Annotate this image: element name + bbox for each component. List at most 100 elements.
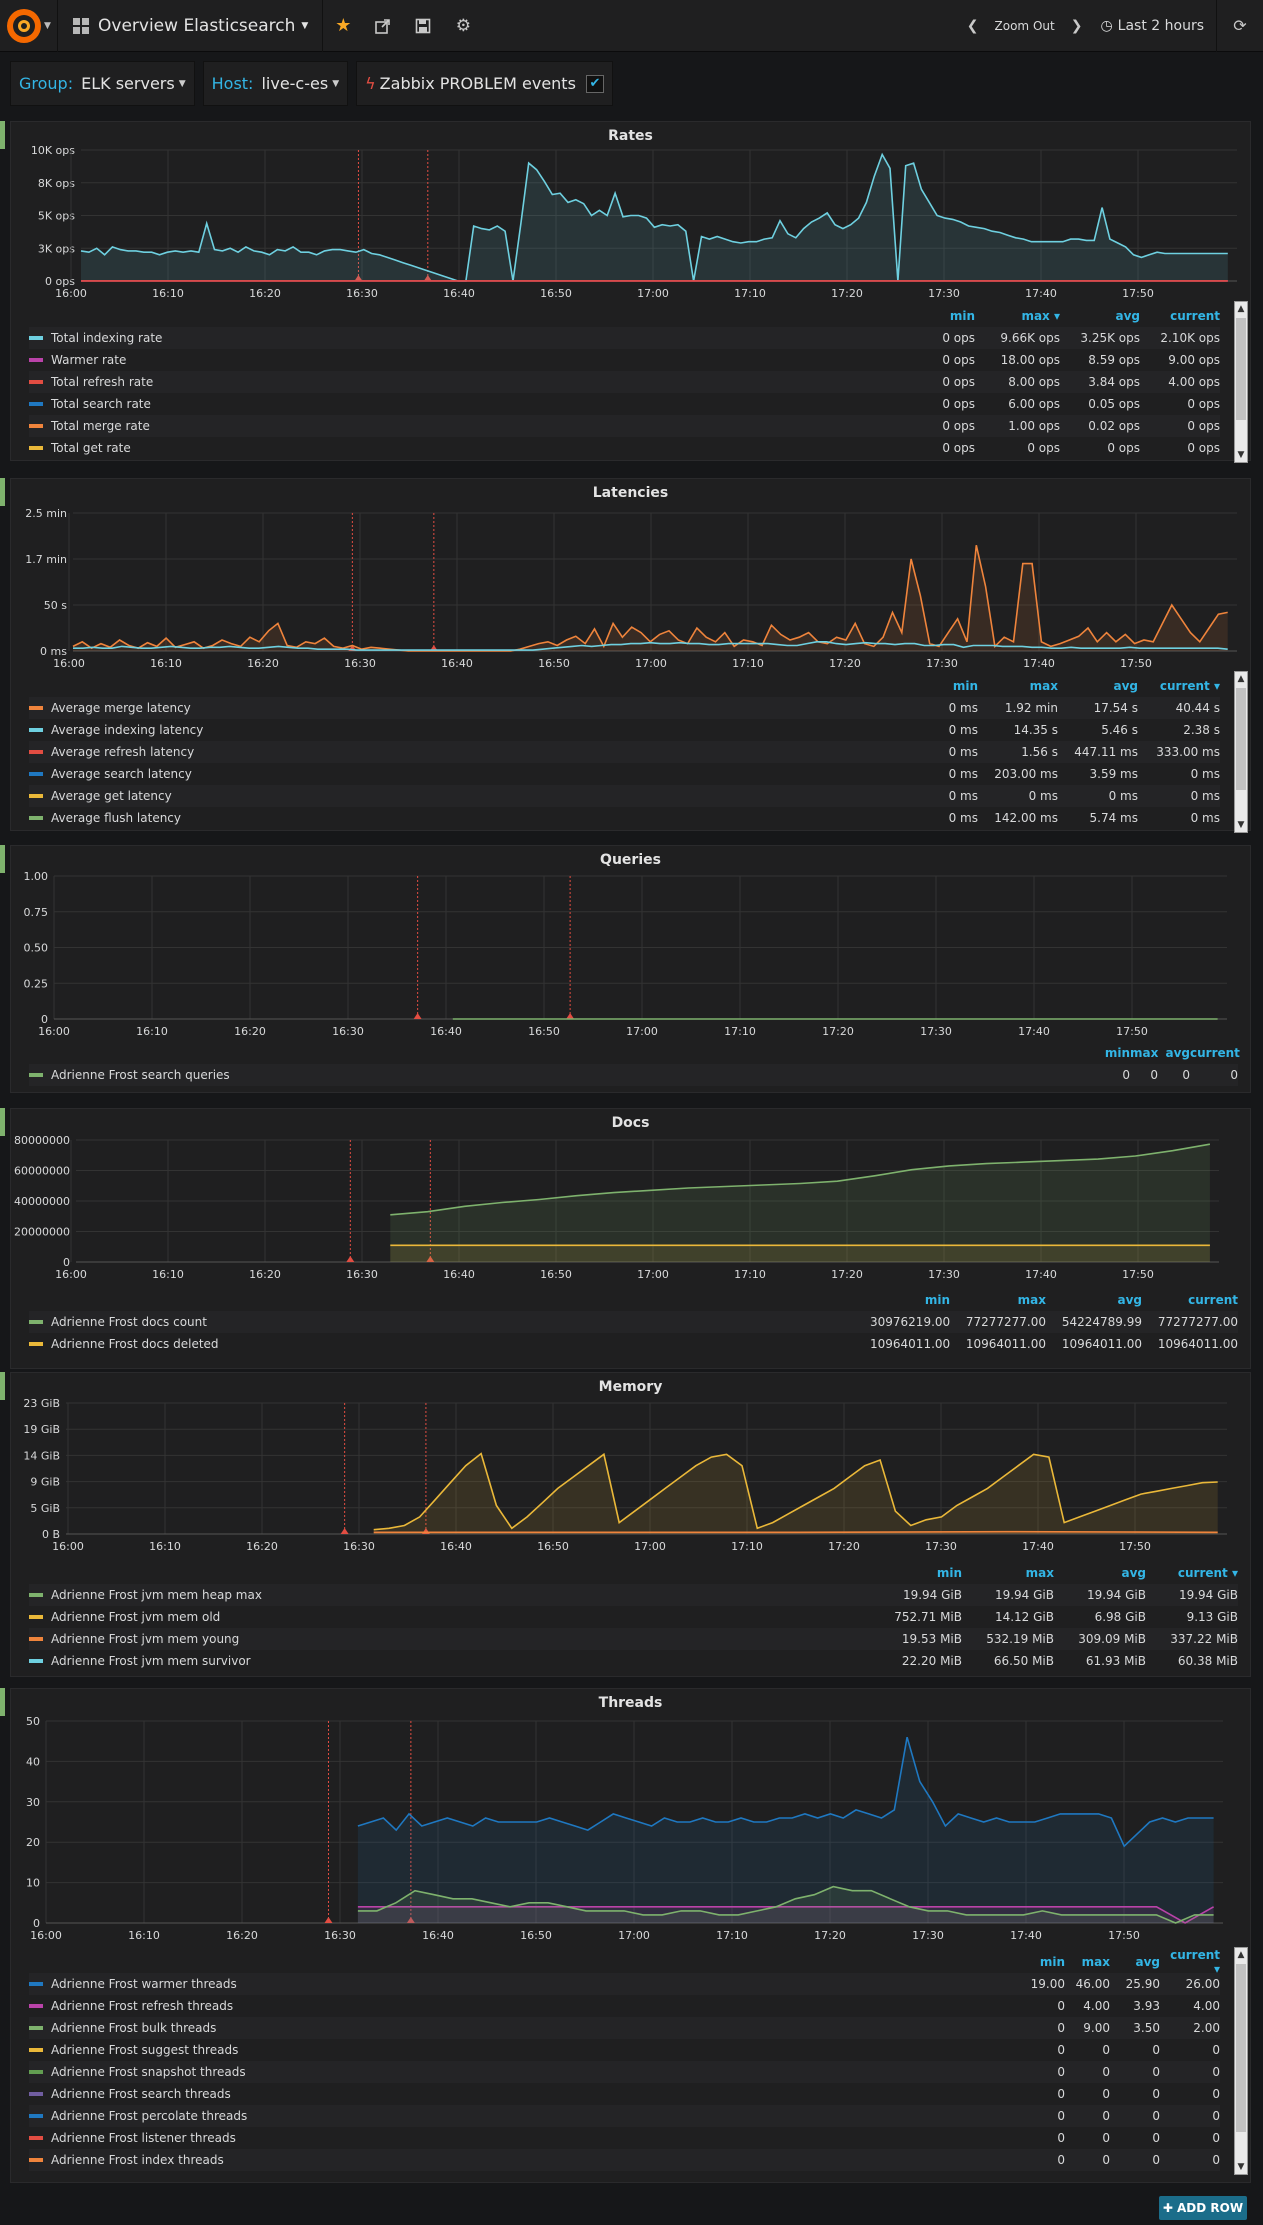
row-collapse-marker[interactable] [0, 1372, 5, 1400]
legend-column-max[interactable]: max ▾ [1021, 309, 1060, 323]
settings-button[interactable]: ⚙ [443, 0, 483, 52]
legend-column-min[interactable]: min [949, 309, 975, 323]
panel-title[interactable]: Threads [598, 1695, 663, 1711]
panel-title[interactable]: Latencies [592, 485, 669, 501]
legend-row[interactable]: Average get latency 0 ms 0 ms 0 ms 0 ms [29, 785, 1220, 807]
scroll-down-icon[interactable]: ▼ [1237, 2162, 1245, 2172]
legend-row[interactable]: Adrienne Frost index threads 0 0 0 0 [29, 2149, 1220, 2171]
legend-row[interactable]: Total search rate 0 ops 6.00 ops 0.05 ops 0 … [29, 393, 1220, 415]
legend-series-name[interactable]: Adrienne Frost warmer threads [29, 1977, 1000, 1991]
legend-series-name[interactable]: Adrienne Frost jvm mem survivor [29, 1654, 876, 1668]
dashboard-title-dropdown[interactable]: Overview Elasticsearch ▼ [58, 0, 324, 52]
legend-series-name[interactable]: Average flush latency [29, 811, 918, 825]
legend-series-name[interactable]: Average merge latency [29, 701, 918, 715]
legend-series-name[interactable]: Total get rate [29, 441, 895, 455]
panel-title[interactable]: Queries [600, 852, 661, 868]
series-color-swatch[interactable] [29, 2048, 43, 2052]
series-color-swatch[interactable] [29, 402, 43, 406]
series-color-swatch[interactable] [29, 1073, 43, 1077]
legend-column-avg[interactable]: avg [1165, 1046, 1190, 1060]
legend-column-min[interactable]: min [952, 679, 978, 693]
grafana-logo-button[interactable]: ▼ [0, 0, 58, 52]
legend-row[interactable]: Total merge rate 0 ops 1.00 ops 0.02 ops 0 o… [29, 415, 1220, 437]
legend-row[interactable]: Average merge latency 0 ms 1.92 min 17.54 s… [29, 697, 1220, 719]
legend-series-name[interactable]: Average indexing latency [29, 723, 918, 737]
legend-column-current[interactable]: current [1170, 309, 1220, 323]
scroll-thumb[interactable] [1236, 688, 1246, 790]
series-color-swatch[interactable] [29, 1593, 43, 1597]
time-forward-button[interactable]: ❯ [1065, 18, 1089, 34]
legend-row[interactable]: Adrienne Frost search threads 0 0 0 0 [29, 2083, 1220, 2105]
legend-column-current[interactable]: current ▾ [1159, 679, 1220, 693]
scroll-down-icon[interactable]: ▼ [1237, 450, 1245, 460]
time-range-picker[interactable]: ◷ Last 2 hours [1088, 0, 1217, 52]
legend-series-name[interactable]: Adrienne Frost percolate threads [29, 2109, 1000, 2123]
legend-column-avg[interactable]: avg [1117, 1293, 1142, 1307]
legend-row[interactable]: Warmer rate 0 ops 18.00 ops 8.59 ops 9.00 op… [29, 349, 1220, 371]
legend-row[interactable]: Average refresh latency 0 ms 1.56 s 447.11 … [29, 741, 1220, 763]
legend-series-name[interactable]: Average get latency [29, 789, 918, 803]
panel-title[interactable]: Docs [611, 1115, 650, 1131]
legend-row[interactable]: Adrienne Frost docs count 30976219.00 7727… [29, 1311, 1238, 1333]
legend-column-max[interactable]: max [1029, 679, 1058, 693]
series-color-swatch[interactable] [29, 336, 43, 340]
series-color-swatch[interactable] [29, 2026, 43, 2030]
series-color-swatch[interactable] [29, 446, 43, 450]
series-color-swatch[interactable] [29, 1659, 43, 1663]
legend-row[interactable]: Adrienne Frost jvm mem survivor 22.20 MiB… [29, 1650, 1238, 1672]
series-color-swatch[interactable] [29, 2092, 43, 2096]
row-collapse-marker[interactable] [0, 1108, 5, 1136]
row-collapse-marker[interactable] [0, 121, 5, 149]
legend-series-name[interactable]: Adrienne Frost suggest threads [29, 2043, 1000, 2057]
add-row-button[interactable]: ✚ ADD ROW [1159, 2196, 1247, 2220]
series-color-swatch[interactable] [29, 2158, 43, 2162]
series-color-swatch[interactable] [29, 1615, 43, 1619]
legend-series-name[interactable]: Adrienne Frost refresh threads [29, 1999, 1000, 2013]
legend-row[interactable]: Adrienne Frost snapshot threads 0 0 0 0 [29, 2061, 1220, 2083]
legend-column-min[interactable]: min [936, 1566, 962, 1580]
annotation-checkbox[interactable]: ✔ [585, 74, 604, 93]
legend-row[interactable]: Adrienne Frost docs deleted 10964011.00 10… [29, 1333, 1238, 1355]
legend-column-current[interactable]: current ▾ [1177, 1566, 1238, 1580]
annotation-toggle[interactable]: ϟ Zabbix PROBLEM events ✔ [356, 61, 613, 106]
legend-series-name[interactable]: Adrienne Frost search threads [29, 2087, 1000, 2101]
panel-title[interactable]: Memory [598, 1379, 663, 1395]
legend-column-avg[interactable]: avg [1113, 679, 1138, 693]
series-color-swatch[interactable] [29, 2136, 43, 2140]
legend-series-name[interactable]: Adrienne Frost docs count [29, 1315, 870, 1329]
legend-series-name[interactable]: Adrienne Frost bulk threads [29, 2021, 1000, 2035]
legend-row[interactable]: Total indexing rate 0 ops 9.66K ops 3.25K o… [29, 327, 1220, 349]
legend-series-name[interactable]: Total merge rate [29, 419, 895, 433]
series-color-swatch[interactable] [29, 772, 43, 776]
legend-row[interactable]: Adrienne Frost search queries 0 0 0 0 [29, 1064, 1238, 1086]
host-variable[interactable]: Host: live-c-es ▼ [202, 61, 349, 106]
scroll-up-icon[interactable]: ▲ [1237, 304, 1245, 314]
legend-row[interactable]: Adrienne Frost jvm mem heap max 19.94 GiB… [29, 1584, 1238, 1606]
series-color-swatch[interactable] [29, 1637, 43, 1641]
legend-column-max[interactable]: max [1017, 1293, 1046, 1307]
legend-row[interactable]: Total get rate 0 ops 0 ops 0 ops 0 ops [29, 437, 1220, 459]
legend-series-name[interactable]: Adrienne Frost jvm mem old [29, 1610, 876, 1624]
time-back-button[interactable]: ❮ [961, 18, 985, 34]
row-collapse-marker[interactable] [0, 478, 5, 506]
legend-column-max[interactable]: max [1130, 1046, 1159, 1060]
legend-row[interactable]: Average flush latency 0 ms 142.00 ms 5.74 m… [29, 807, 1220, 829]
series-color-swatch[interactable] [29, 380, 43, 384]
scroll-down-icon[interactable]: ▼ [1237, 820, 1245, 830]
legend-row[interactable]: Adrienne Frost listener threads 0 0 0 0 [29, 2127, 1220, 2149]
legend-row[interactable]: Adrienne Frost refresh threads 0 4.00 3.93 4… [29, 1995, 1220, 2017]
legend-scrollbar[interactable]: ▲ ▼ [1234, 1947, 1248, 2175]
legend-column-avg[interactable]: avg [1115, 309, 1140, 323]
series-color-swatch[interactable] [29, 1342, 43, 1346]
legend-row[interactable]: Adrienne Frost warmer threads 19.00 46.00 2… [29, 1973, 1220, 1995]
series-color-swatch[interactable] [29, 816, 43, 820]
legend-column-current[interactable]: current [1190, 1046, 1240, 1060]
series-color-swatch[interactable] [29, 2070, 43, 2074]
legend-series-name[interactable]: Adrienne Frost jvm mem heap max [29, 1588, 876, 1602]
legend-row[interactable]: Adrienne Frost jvm mem young 19.53 MiB 532… [29, 1628, 1238, 1650]
legend-column-current[interactable]: current [1188, 1293, 1238, 1307]
zoom-out-button[interactable]: Zoom Out [994, 18, 1055, 33]
scroll-thumb[interactable] [1236, 318, 1246, 420]
legend-series-name[interactable]: Adrienne Frost search queries [29, 1068, 1092, 1082]
legend-column-avg[interactable]: avg [1135, 1955, 1160, 1969]
